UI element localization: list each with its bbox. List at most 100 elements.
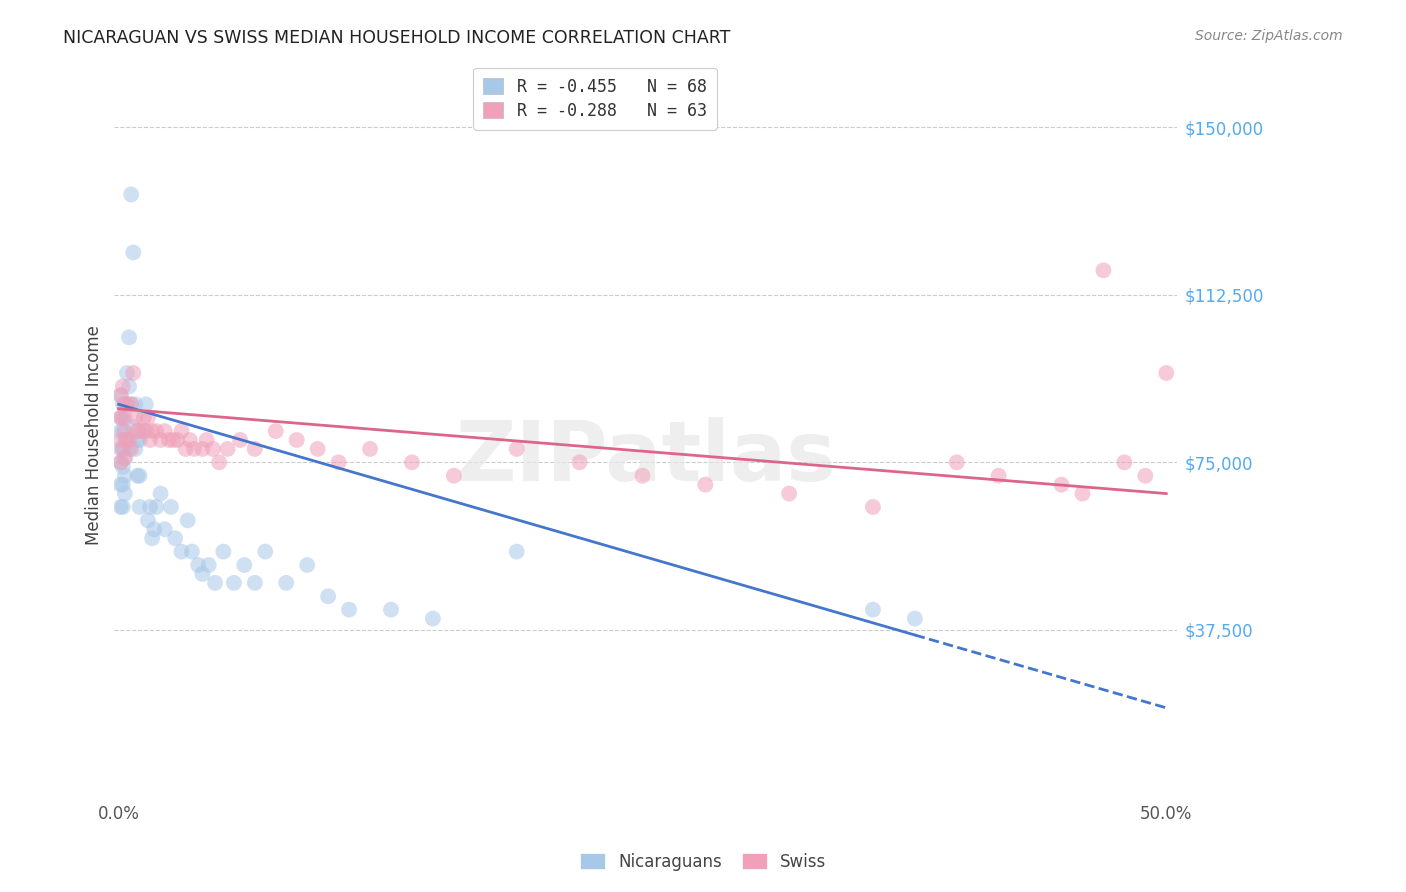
Point bbox=[316, 589, 339, 603]
Point bbox=[114, 410, 136, 425]
Point bbox=[135, 397, 157, 411]
Point bbox=[229, 433, 252, 447]
Point bbox=[111, 397, 134, 411]
Point bbox=[115, 366, 138, 380]
Point bbox=[162, 433, 184, 447]
Point bbox=[110, 388, 132, 402]
Point bbox=[110, 477, 132, 491]
Point bbox=[114, 397, 136, 411]
Point bbox=[111, 459, 134, 474]
Point bbox=[145, 500, 167, 514]
Point bbox=[139, 433, 162, 447]
Point bbox=[115, 433, 138, 447]
Point bbox=[165, 531, 187, 545]
Point bbox=[191, 566, 214, 581]
Point bbox=[778, 486, 800, 500]
Point bbox=[197, 558, 219, 572]
Point bbox=[118, 379, 141, 393]
Point bbox=[506, 544, 529, 558]
Point bbox=[233, 558, 256, 572]
Text: NICARAGUAN VS SWISS MEDIAN HOUSEHOLD INCOME CORRELATION CHART: NICARAGUAN VS SWISS MEDIAN HOUSEHOLD INC… bbox=[63, 29, 731, 46]
Point bbox=[160, 500, 183, 514]
Point bbox=[122, 366, 145, 380]
Point bbox=[212, 544, 235, 558]
Point bbox=[118, 433, 141, 447]
Point bbox=[128, 424, 150, 438]
Point bbox=[115, 397, 138, 411]
Point bbox=[110, 433, 132, 447]
Point bbox=[149, 486, 172, 500]
Point bbox=[111, 477, 134, 491]
Text: Source: ZipAtlas.com: Source: ZipAtlas.com bbox=[1195, 29, 1343, 43]
Point bbox=[904, 611, 927, 625]
Point bbox=[568, 455, 591, 469]
Point bbox=[114, 450, 136, 465]
Point bbox=[127, 433, 149, 447]
Point bbox=[945, 455, 967, 469]
Point bbox=[128, 500, 150, 514]
Point bbox=[1071, 486, 1094, 500]
Point bbox=[181, 544, 204, 558]
Point bbox=[149, 433, 172, 447]
Point bbox=[122, 419, 145, 434]
Point bbox=[110, 455, 132, 469]
Point bbox=[276, 575, 298, 590]
Point bbox=[506, 442, 529, 456]
Point bbox=[111, 442, 134, 456]
Point bbox=[127, 424, 149, 438]
Point bbox=[243, 575, 266, 590]
Point bbox=[110, 424, 132, 438]
Point bbox=[170, 544, 193, 558]
Point bbox=[187, 558, 209, 572]
Point bbox=[1050, 477, 1073, 491]
Point bbox=[1154, 366, 1177, 380]
Point bbox=[328, 455, 350, 469]
Point bbox=[115, 397, 138, 411]
Point bbox=[135, 424, 157, 438]
Point bbox=[128, 468, 150, 483]
Point bbox=[122, 245, 145, 260]
Point bbox=[987, 468, 1010, 483]
Point bbox=[285, 433, 308, 447]
Point bbox=[201, 442, 224, 456]
Point bbox=[143, 522, 166, 536]
Point bbox=[132, 424, 155, 438]
Text: ZIPatlas: ZIPatlas bbox=[456, 417, 837, 498]
Point bbox=[217, 442, 239, 456]
Point bbox=[208, 455, 231, 469]
Point bbox=[110, 455, 132, 469]
Point bbox=[132, 410, 155, 425]
Point bbox=[120, 397, 142, 411]
Point bbox=[153, 424, 176, 438]
Point bbox=[631, 468, 654, 483]
Point bbox=[118, 442, 141, 456]
Point bbox=[110, 410, 132, 425]
Point bbox=[118, 330, 141, 344]
Point bbox=[380, 602, 402, 616]
Point bbox=[136, 410, 159, 425]
Point bbox=[254, 544, 277, 558]
Point bbox=[179, 433, 201, 447]
Point bbox=[111, 442, 134, 456]
Point bbox=[141, 424, 163, 438]
Point bbox=[422, 611, 444, 625]
Point bbox=[183, 442, 205, 456]
Point bbox=[139, 500, 162, 514]
Point bbox=[222, 575, 245, 590]
Point bbox=[114, 486, 136, 500]
Point bbox=[443, 468, 465, 483]
Point bbox=[124, 410, 146, 425]
Point bbox=[120, 442, 142, 456]
Point bbox=[120, 397, 142, 411]
Point bbox=[1135, 468, 1157, 483]
Point bbox=[295, 558, 318, 572]
Point bbox=[136, 513, 159, 527]
Point bbox=[862, 602, 884, 616]
Point bbox=[170, 424, 193, 438]
Point bbox=[264, 424, 287, 438]
Point bbox=[307, 442, 329, 456]
Point bbox=[177, 513, 200, 527]
Point bbox=[1114, 455, 1136, 469]
Point bbox=[110, 500, 132, 514]
Legend: Nicaraguans, Swiss: Nicaraguans, Swiss bbox=[571, 845, 835, 880]
